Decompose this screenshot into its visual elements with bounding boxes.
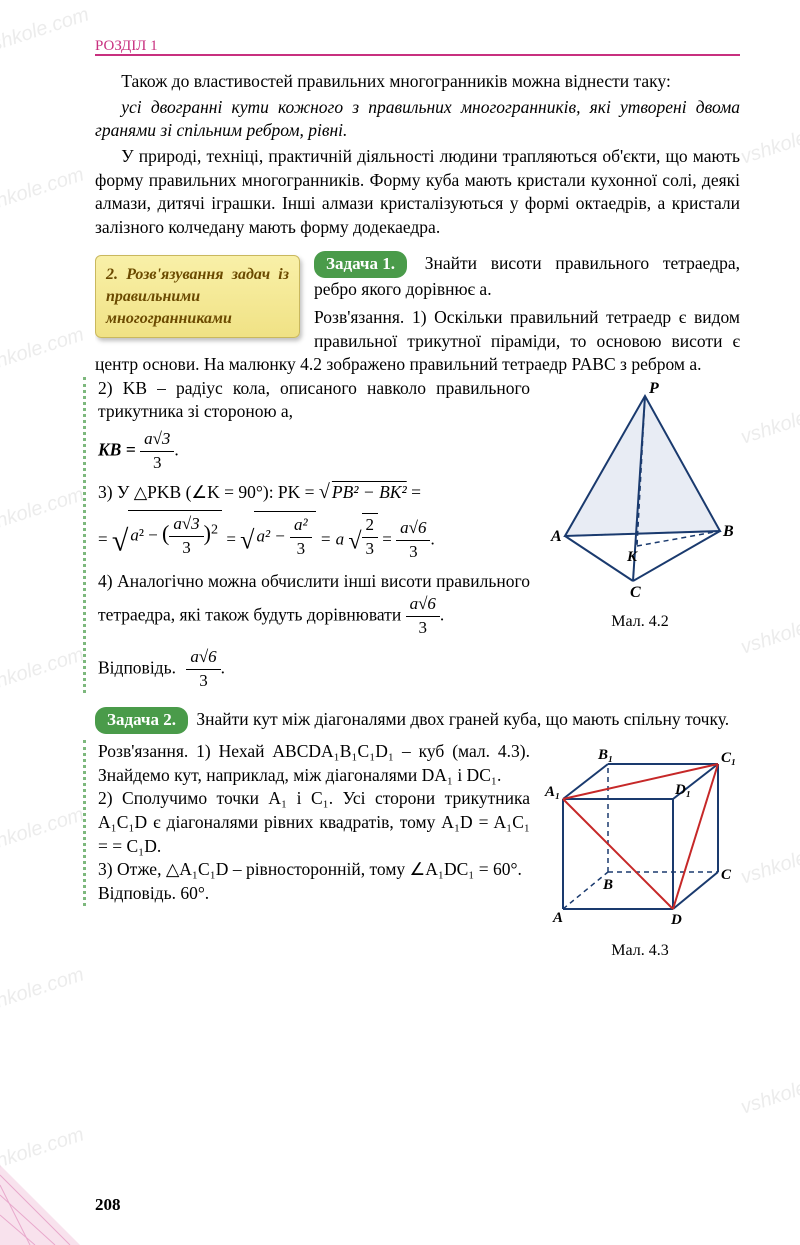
task1-badge: Задача 1. [314,251,407,278]
fig43-caption: Мал. 4.3 [540,940,740,962]
svg-text:B: B [722,523,734,540]
task2-text: Знайти кут між діагоналями двох граней к… [196,709,729,729]
watermark: vshkole.com [0,163,87,219]
figure-4-3: A D C B A₁ B₁ C₁ D₁ Мал. 4.3 [540,744,740,961]
tetrahedron-svg: P A B C K [545,381,735,601]
svg-text:B: B [602,877,613,893]
svg-text:A₁: A₁ [544,784,560,800]
sol-label: Розв'язання. [314,307,404,327]
svg-text:P: P [648,381,659,397]
page: РОЗДІЛ 1 Також до властивостей правильни… [0,0,800,1245]
watermark: vshkole.com [738,833,800,889]
task2-dotted: A D C B A₁ B₁ C₁ D₁ Мал. 4.3 Розв'язання… [83,740,740,905]
figure-4-2: P A B C K Мал. 4.2 [540,381,740,633]
intro-p3: У природі, техніці, практичній діяльност… [95,145,740,240]
svg-text:C: C [630,584,641,601]
task2-block: Задача 2. Знайти кут між діагоналями дво… [95,707,740,734]
watermark: vshkole.com [0,3,92,59]
watermark: vshkole.com [0,803,87,859]
watermark: vshkole.com [0,963,87,1019]
watermark: vshkole.com [738,393,800,449]
watermark: vshkole.com [0,483,87,539]
svg-text:K: K [626,549,638,565]
task1-answer: Відповідь. a√63. [98,646,740,693]
task1-block: 2. Розв'язування задач із правильними мн… [95,251,740,376]
fig42-caption: Мал. 4.2 [540,611,740,633]
svg-text:C₁: C₁ [721,750,736,766]
intro-p1: Також до властивостей правильних многогр… [95,70,740,94]
cube-svg: A D C B A₁ B₁ C₁ D₁ [543,744,738,929]
watermark: vshkole.com [0,643,87,699]
section-label: РОЗДІЛ 1 [95,38,166,55]
task2-statement: Задача 2. Знайти кут між діагоналями дво… [95,707,740,734]
svg-text:D: D [670,912,682,928]
watermark: vshkole.com [738,1063,800,1119]
kb-frac: a√3 3 [140,428,174,475]
task2-badge: Задача 2. [95,707,188,734]
intro-p2-italic: усі двогранні кути кожного з правильних … [95,96,740,143]
note-box: 2. Розв'язування задач із правильними мн… [95,255,300,338]
header-rule [95,54,740,56]
svg-text:B₁: B₁ [597,747,613,763]
watermark: vshkole.com [738,603,800,659]
corner-decoration [0,1125,150,1245]
svg-text:A: A [550,528,562,545]
watermark: vshkole.com [738,113,800,169]
svg-text:C: C [721,867,732,883]
svg-text:D₁: D₁ [674,782,691,798]
task1-dotted: P A B C K Мал. 4.2 2) KB – радіус кола, … [83,377,740,693]
content-area: Також до властивостей правильних многогр… [95,70,740,906]
svg-text:A: A [552,910,563,926]
watermark: vshkole.com [0,323,87,379]
